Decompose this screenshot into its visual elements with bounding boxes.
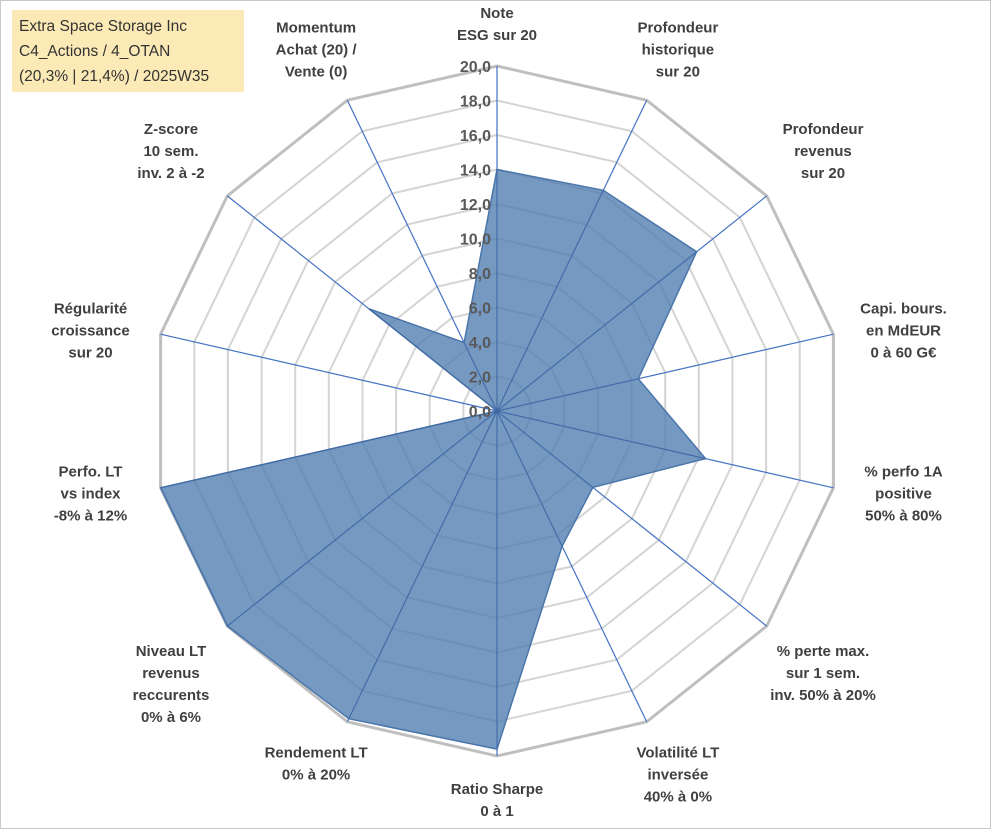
axis-spoke-overlay (160, 410, 498, 489)
axis-label-line: sur 20 (68, 344, 112, 361)
tick-label: 4,0 (469, 335, 491, 352)
axis-spoke-overlay (496, 410, 594, 488)
axis-label-line: Achat (20) / (276, 41, 358, 58)
tick-label: 12,0 (460, 197, 491, 214)
chart-title-box: Extra Space Storage Inc C4_Actions / 4_O… (12, 10, 244, 92)
axis-label-line: 0 à 60 G€ (871, 344, 938, 361)
axis-label-line: reccurents (133, 687, 210, 704)
axis-label: Volatilité LT inversée 40% à 0% (637, 745, 720, 806)
tick-label: 0,0 (469, 404, 491, 421)
axis-label-line: Rendement LT (265, 745, 368, 762)
axis-label-line: % perfo 1A (864, 464, 943, 481)
axis-label-line: 0 à 1 (480, 803, 513, 820)
axis-label-line: Capi. bours. (860, 300, 947, 317)
tick-label: 20,0 (460, 59, 491, 76)
axis-spoke-overlay (496, 410, 706, 460)
axis-label-line: Note (480, 5, 513, 22)
title-line-period: (20,3% | 21,4%) / 2025W35 (19, 68, 210, 85)
axis-label-line: inv. 2 à -2 (137, 165, 204, 182)
axis-label: Note ESG sur 20 (457, 5, 537, 44)
axis-label-line: croissance (51, 322, 129, 339)
axis-spoke-overlay (368, 308, 498, 412)
axis-label-line: en MdEUR (866, 322, 941, 339)
tick-label: 14,0 (460, 163, 491, 180)
tick-label: 8,0 (469, 266, 491, 283)
axis-label-line: sur 20 (801, 165, 845, 182)
axis-label: Rendement LT 0% à 20% (265, 745, 368, 784)
axis-spoke-overlay (496, 410, 563, 547)
axis-label: Capi. bours. en MdEUR 0 à 60 G€ (860, 300, 947, 361)
axis-spoke-overlay (496, 190, 604, 412)
tick-label: 6,0 (469, 301, 491, 318)
axis-label-line: Régularité (54, 300, 127, 317)
axis-label: % perte max. sur 1 sem. inv. 50% à 20% (770, 643, 876, 704)
axis-label-line: Profondeur (637, 19, 718, 36)
axis-label-line: sur 1 sem. (786, 665, 860, 682)
axis-label-line: ESG sur 20 (457, 27, 537, 44)
axis-label: Profondeur revenus sur 20 (783, 121, 864, 182)
axis-label-line: vs index (60, 486, 121, 503)
axis-spoke-overlay (226, 410, 498, 627)
axis-label-line: Vente (0) (285, 63, 348, 80)
axis-label: % perfo 1A positive 50% à 80% (864, 464, 943, 525)
axis-label: Perfo. LT vs index -8% à 12% (54, 464, 127, 525)
title-line-company: Extra Space Storage Inc (19, 18, 188, 35)
axis-label: Profondeur historique sur 20 (637, 19, 718, 80)
axis-spoke (160, 333, 498, 412)
axis-label: Niveau LT revenus reccurents 0% à 6% (133, 643, 210, 726)
axis-label-line: inversée (647, 767, 708, 784)
tick-label: 18,0 (460, 94, 491, 111)
axis-label-line: 50% à 80% (865, 508, 942, 525)
axis-label-line: Momentum (276, 19, 356, 36)
axis-label-line: Perfo. LT (59, 464, 123, 481)
axis-label-line: Volatilité LT (637, 745, 720, 762)
axis-label-line: Profondeur (783, 121, 864, 138)
axis-spoke-overlay (496, 251, 697, 412)
axis-label-line: 10 sem. (143, 143, 198, 160)
axis-label-line: -8% à 12% (54, 508, 127, 525)
tick-label: 2,0 (469, 370, 491, 387)
axis-label: Ratio Sharpe 0 à 1 (451, 781, 544, 820)
axis-label-line: historique (642, 41, 715, 58)
axis-label-line: revenus (794, 143, 852, 160)
axis-spoke-overlay (348, 410, 498, 719)
axis-label-line: positive (875, 486, 932, 503)
axis-label-line: Z-score (144, 121, 198, 138)
axis-label-line: % perte max. (777, 643, 870, 660)
data-area (159, 168, 707, 750)
axis-label: Momentum Achat (20) / Vente (0) (276, 19, 358, 80)
axis-label-line: 40% à 0% (644, 789, 712, 806)
axis-label-line: Ratio Sharpe (451, 781, 544, 798)
axis-label-line: sur 20 (656, 63, 700, 80)
axis-label-line: 0% à 20% (282, 767, 350, 784)
tick-label: 10,0 (460, 232, 491, 249)
axis-spoke-overlay (463, 342, 498, 412)
axis-label-line: revenus (142, 665, 200, 682)
axis-label: Régularité croissance sur 20 (51, 300, 129, 361)
axis-label-line: inv. 50% à 20% (770, 687, 876, 704)
axis-label-line: 0% à 6% (141, 709, 201, 726)
axis-label: Z-score 10 sem. inv. 2 à -2 (137, 121, 204, 182)
title-line-portfolio: C4_Actions / 4_OTAN (19, 43, 171, 60)
axis-label-line: Niveau LT (136, 643, 207, 660)
axis-spoke-overlay (496, 378, 639, 412)
tick-label: 16,0 (460, 128, 491, 145)
